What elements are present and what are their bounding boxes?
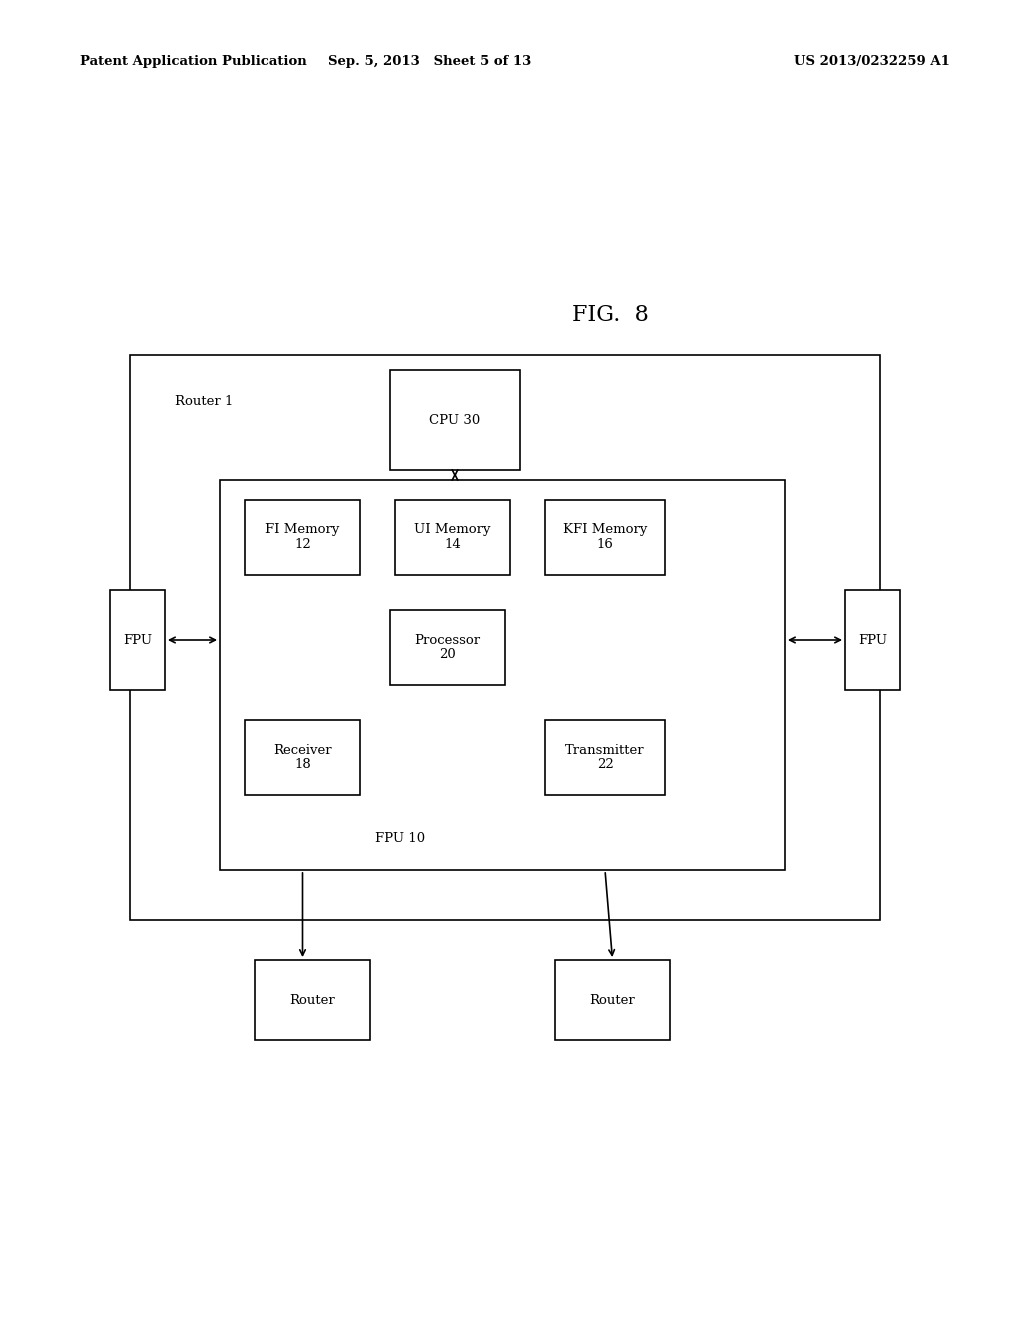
Text: FI Memory
12: FI Memory 12 xyxy=(265,524,340,552)
Text: Processor
20: Processor 20 xyxy=(415,634,480,661)
Text: Receiver
18: Receiver 18 xyxy=(273,743,332,771)
Text: FPU: FPU xyxy=(858,634,887,647)
Bar xyxy=(255,960,370,1040)
Bar xyxy=(390,610,505,685)
Bar xyxy=(845,590,900,690)
Bar xyxy=(245,719,360,795)
Bar xyxy=(545,500,665,576)
Text: Router 1: Router 1 xyxy=(175,395,233,408)
Text: KFI Memory
16: KFI Memory 16 xyxy=(563,524,647,552)
Bar xyxy=(245,500,360,576)
Text: FPU 10: FPU 10 xyxy=(375,832,425,845)
Text: Router: Router xyxy=(290,994,336,1006)
Text: US 2013/0232259 A1: US 2013/0232259 A1 xyxy=(795,55,950,69)
Bar xyxy=(130,355,880,920)
Text: FPU: FPU xyxy=(123,634,152,647)
Text: FIG.  8: FIG. 8 xyxy=(571,304,648,326)
Text: Router: Router xyxy=(590,994,635,1006)
Bar xyxy=(395,500,510,576)
Bar xyxy=(110,590,165,690)
Bar xyxy=(545,719,665,795)
Text: Patent Application Publication: Patent Application Publication xyxy=(80,55,307,69)
Bar xyxy=(555,960,670,1040)
Text: UI Memory
14: UI Memory 14 xyxy=(415,524,490,552)
Text: Transmitter
22: Transmitter 22 xyxy=(565,743,645,771)
Text: CPU 30: CPU 30 xyxy=(429,413,480,426)
Text: Sep. 5, 2013   Sheet 5 of 13: Sep. 5, 2013 Sheet 5 of 13 xyxy=(329,55,531,69)
Bar xyxy=(390,370,520,470)
Bar xyxy=(220,480,785,870)
